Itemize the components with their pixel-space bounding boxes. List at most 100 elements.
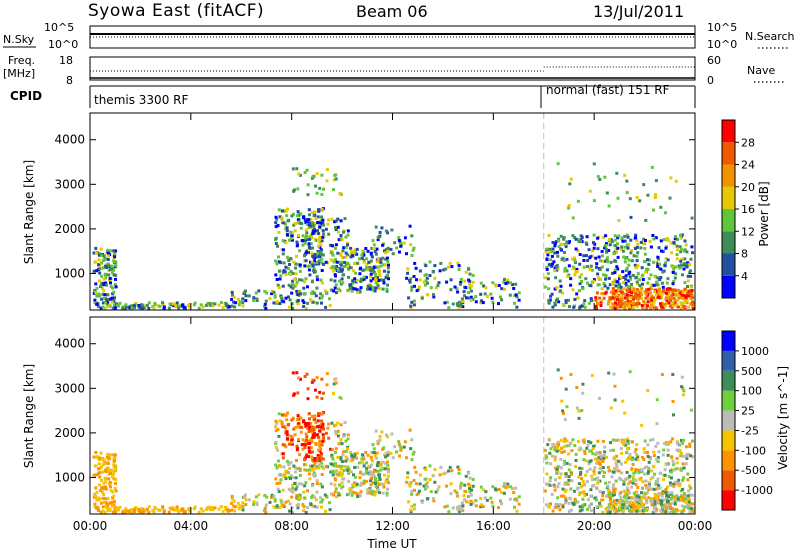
data-cell xyxy=(321,253,325,257)
data-cell xyxy=(312,418,316,422)
data-cell xyxy=(607,249,611,252)
data-cell xyxy=(651,475,655,479)
data-cell xyxy=(319,252,323,256)
data-cell xyxy=(458,486,462,490)
colorbar-tick-label: 4 xyxy=(741,270,748,283)
data-cell xyxy=(589,494,593,498)
data-cell xyxy=(569,283,573,287)
data-cell xyxy=(350,289,354,293)
data-cell xyxy=(317,413,321,417)
data-cell xyxy=(665,463,669,467)
data-cell xyxy=(556,470,560,474)
data-cell xyxy=(591,447,595,451)
data-cell xyxy=(94,246,98,250)
data-cell xyxy=(274,440,278,444)
data-cell xyxy=(650,499,654,503)
data-cell xyxy=(327,436,331,440)
data-cell xyxy=(395,450,399,454)
data-cell xyxy=(438,269,442,273)
data-cell xyxy=(94,260,98,264)
data-cell xyxy=(374,490,378,494)
data-cell xyxy=(668,502,672,506)
data-cell xyxy=(336,421,340,425)
data-cell xyxy=(188,302,192,306)
data-cell xyxy=(677,288,680,292)
colorbar-swatch xyxy=(722,410,735,431)
data-cell xyxy=(255,297,259,301)
data-cell xyxy=(596,439,600,443)
data-cell xyxy=(692,307,695,310)
data-cell xyxy=(691,439,694,443)
data-cell xyxy=(140,510,144,514)
data-cell xyxy=(307,446,311,450)
data-cell xyxy=(113,255,117,259)
data-cell xyxy=(348,286,352,290)
data-cell xyxy=(284,273,288,277)
data-cell xyxy=(312,428,316,432)
data-cell xyxy=(306,454,310,458)
colorbar-tick-label: 8 xyxy=(741,248,748,261)
data-cell xyxy=(302,286,306,290)
data-cell xyxy=(591,452,595,456)
data-cell xyxy=(673,290,677,294)
data-cell xyxy=(301,299,305,303)
data-cell xyxy=(581,391,585,395)
data-cell xyxy=(569,277,573,281)
data-cell xyxy=(464,474,468,478)
data-cell xyxy=(282,270,286,274)
data-cell xyxy=(515,305,519,309)
data-cell xyxy=(612,483,616,487)
data-cell xyxy=(424,264,428,268)
data-cell xyxy=(640,293,643,297)
data-cell xyxy=(294,222,298,225)
xtick-label: 00:00 xyxy=(73,519,108,533)
data-cell xyxy=(278,302,282,305)
data-cell xyxy=(231,497,234,501)
data-cell xyxy=(648,239,652,243)
data-cell xyxy=(336,455,340,459)
data-cell xyxy=(106,254,110,258)
data-cell xyxy=(657,246,661,250)
data-cell xyxy=(658,292,662,296)
data-cell xyxy=(628,491,631,495)
data-cell xyxy=(383,263,387,267)
data-cell xyxy=(636,272,640,276)
data-cell xyxy=(410,504,414,508)
data-cell xyxy=(331,448,335,452)
data-cell xyxy=(137,508,141,512)
data-cell xyxy=(331,253,335,257)
data-cell xyxy=(278,419,282,423)
data-cell xyxy=(286,219,290,223)
data-cell xyxy=(563,437,567,441)
data-cell xyxy=(656,276,660,280)
data-cell xyxy=(304,440,308,444)
data-cell xyxy=(356,465,360,469)
data-cell xyxy=(97,509,100,513)
data-cell xyxy=(682,267,686,271)
data-cell xyxy=(590,299,594,303)
data-cell xyxy=(668,196,672,200)
data-cell xyxy=(553,244,557,248)
data-cell xyxy=(330,455,334,459)
data-cell xyxy=(298,467,302,471)
data-cell xyxy=(511,487,514,491)
data-cell xyxy=(291,371,295,375)
data-cell xyxy=(642,260,646,263)
data-cell xyxy=(685,457,689,460)
data-cell xyxy=(675,494,679,498)
data-cell xyxy=(362,481,366,485)
data-cell xyxy=(280,219,284,222)
data-cell xyxy=(671,501,675,505)
data-cell xyxy=(675,482,679,486)
data-cell xyxy=(672,482,676,486)
data-cell xyxy=(456,465,460,469)
data-cell xyxy=(554,240,558,244)
data-cell xyxy=(373,493,377,497)
data-cell xyxy=(125,509,129,513)
data-cell xyxy=(586,498,590,502)
data-cell xyxy=(321,422,325,426)
colorbar-swatch xyxy=(722,370,735,391)
data-cell xyxy=(686,478,690,482)
data-cell xyxy=(278,481,282,485)
data-cell xyxy=(386,283,390,287)
